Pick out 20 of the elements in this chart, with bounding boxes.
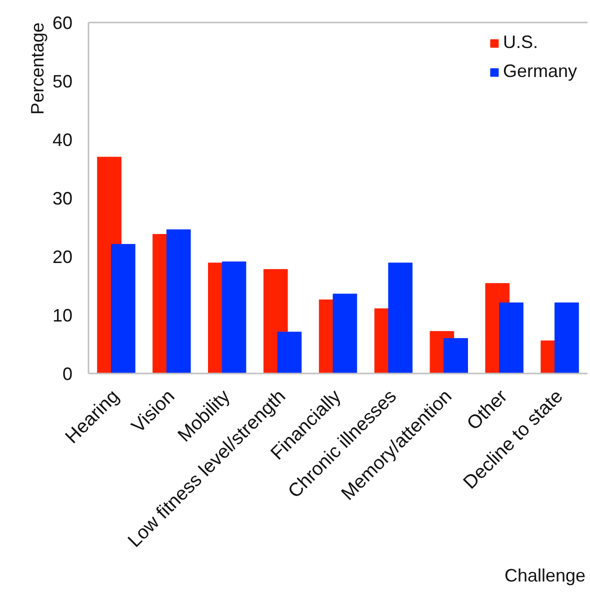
y-tick-label: 0 [62,364,73,384]
y-tick-label: 40 [52,130,73,150]
y-tick-label: 10 [52,306,73,326]
bar [388,262,413,374]
bar [554,302,579,374]
y-tick-label: 30 [52,188,73,208]
y-axis-title: Percentage [28,22,48,115]
bar [166,229,191,374]
bar [277,332,302,374]
bar [444,338,468,374]
x-axis-title: Challenge [504,566,586,586]
legend-label: Germany [502,61,577,82]
bar [332,294,358,374]
legend-label: U.S. [502,32,538,53]
bar [110,244,136,374]
y-tick-label: 20 [52,247,73,267]
bar [222,262,246,374]
y-tick-label: 60 [52,13,73,33]
y-tick-label: 50 [52,72,73,92]
bar [499,302,524,374]
